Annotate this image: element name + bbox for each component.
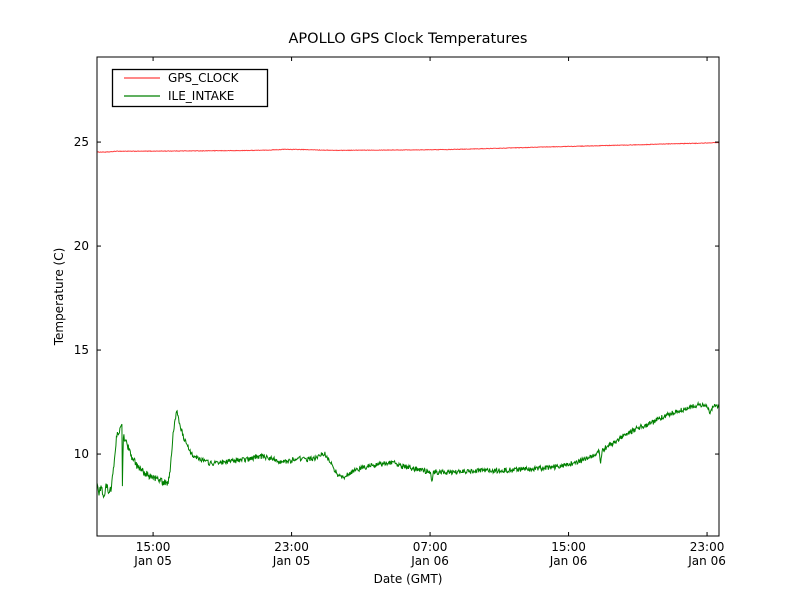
x-tick-label-date: Jan 06 bbox=[687, 554, 726, 568]
x-tick-label-date: Jan 05 bbox=[133, 554, 172, 568]
y-tick-label: 25 bbox=[74, 135, 89, 149]
y-tick-label: 15 bbox=[74, 343, 89, 357]
x-tick-label-time: 07:00 bbox=[413, 540, 448, 554]
plot-border bbox=[96, 56, 720, 537]
legend-label-ile_intake: ILE_INTAKE bbox=[168, 89, 234, 103]
series-line-gps_clock bbox=[97, 141, 719, 153]
y-tick-label: 20 bbox=[74, 239, 89, 253]
legend-box bbox=[111, 68, 269, 108]
x-tick-label-time: 23:00 bbox=[690, 540, 725, 554]
x-axis-label: Date (GMT) bbox=[374, 572, 443, 586]
x-tick-label-date: Jan 05 bbox=[272, 554, 311, 568]
x-tick-label-time: 15:00 bbox=[136, 540, 171, 554]
series-line-ile_intake bbox=[97, 400, 719, 499]
y-tick-label: 10 bbox=[74, 447, 89, 461]
x-tick-label-time: 23:00 bbox=[274, 540, 309, 554]
legend-label-gps_clock: GPS_CLOCK bbox=[168, 71, 240, 85]
chart-title: APOLLO GPS Clock Temperatures bbox=[289, 31, 528, 47]
x-tick-label-date: Jan 06 bbox=[549, 554, 588, 568]
x-tick-label-time: 15:00 bbox=[551, 540, 586, 554]
x-tick-label-date: Jan 06 bbox=[410, 554, 449, 568]
y-axis-label: Temperature (C) bbox=[52, 248, 66, 347]
